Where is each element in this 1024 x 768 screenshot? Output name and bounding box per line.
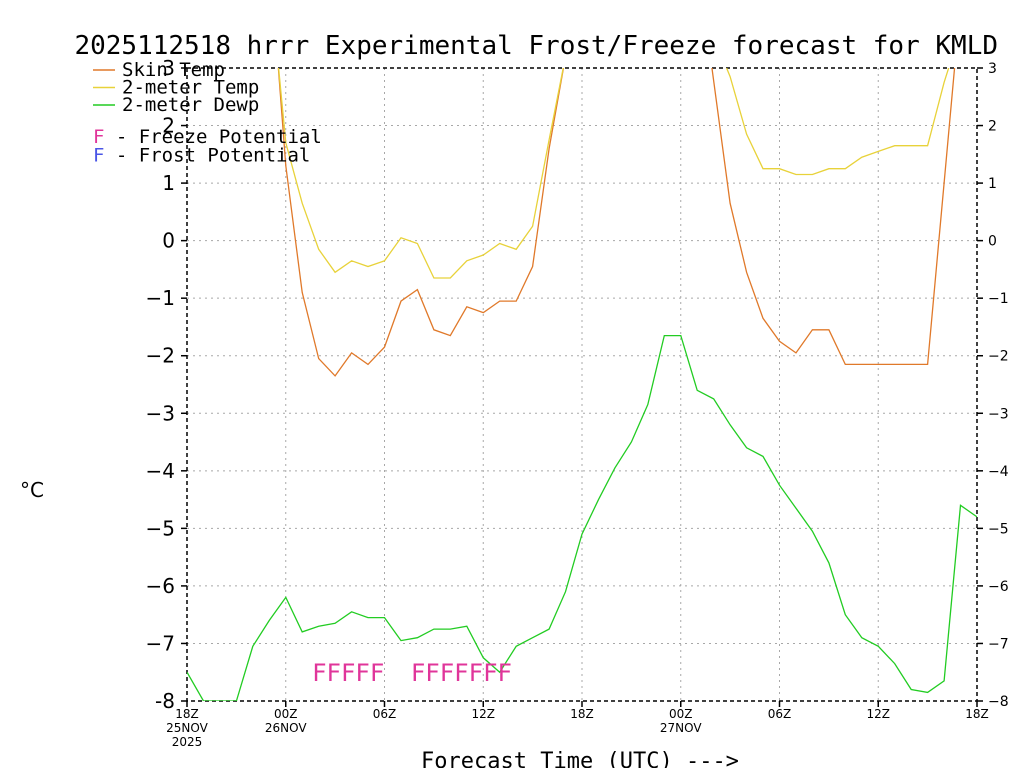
x-tick-label: 00Z <box>669 707 693 721</box>
legend-label: 2-meter Temp <box>122 77 259 99</box>
series-line-skin-temp <box>277 68 956 377</box>
potential-letter: F <box>93 145 104 167</box>
y-tick-label-right: −7 <box>988 636 1009 652</box>
series-lines <box>187 68 977 701</box>
freeze-potential-mark: FFFFFFF <box>411 659 512 687</box>
x-tick-label: 12Z <box>472 707 496 721</box>
legend-label: Skin Temp <box>122 59 225 81</box>
y-tick-label-right: −3 <box>988 406 1009 422</box>
y-tick-label-left: −4 <box>146 459 175 483</box>
x-tick-label: 00Z <box>274 707 298 721</box>
series-line-2-meter-dewp <box>187 334 977 701</box>
y-tick-label-right: −8 <box>988 694 1009 710</box>
y-tick-label-right: −1 <box>988 291 1009 307</box>
x-tick-label: 12Z <box>867 707 891 721</box>
y-tick-label-left: −5 <box>146 516 175 540</box>
y-tick-label-left: 1 <box>162 171 175 195</box>
potential-legend-item: F - Freeze Potential <box>93 126 322 148</box>
y-tick-label-right: −2 <box>988 349 1009 365</box>
potential-legend-item: F - Frost Potential <box>93 145 310 167</box>
y-tick-label-left: −3 <box>146 401 175 425</box>
plot-frame <box>186 67 978 702</box>
series-line-2-meter-temp <box>277 68 950 279</box>
x-tick-label: 18Z <box>175 707 199 721</box>
y-axis-right: −8 −7 −6 −5 −4 −3 −2 −1 0 1 2 3 <box>977 61 1009 710</box>
x-tick-label: 18Z <box>965 707 989 721</box>
y-tick-label-left: 2 <box>162 114 175 138</box>
x-axis-label: Forecast Time (UTC) ---> <box>421 749 739 768</box>
chart-title: 2025112518 hrrr Experimental Frost/Freez… <box>74 31 998 61</box>
freeze-marks: FFFFF FFFFFFF <box>312 659 512 687</box>
legend-label: 2-meter Dewp <box>122 94 259 116</box>
potential-text: - Freeze Potential <box>104 126 321 148</box>
y-axis-left: -8 −7 −6 −5 −4 −3 −2 −1 0 1 2 3 <box>146 56 187 713</box>
x-tick-label: 06Z <box>768 707 792 721</box>
y-tick-label-right: −6 <box>988 579 1009 595</box>
x-tick-label: 25NOV <box>166 721 208 735</box>
y-tick-label-left: −7 <box>146 631 175 655</box>
x-tick-label: 27NOV <box>660 721 702 735</box>
y-tick-label-left: −6 <box>146 574 175 598</box>
y-tick-label-right: 2 <box>988 119 997 135</box>
y-tick-label-right: 3 <box>988 61 997 77</box>
y-tick-label-left: −2 <box>146 344 175 368</box>
freeze-potential-mark: FFFFF <box>312 659 384 687</box>
y-tick-label-left: −1 <box>146 286 175 310</box>
x-tick-label: 2025 <box>172 735 203 749</box>
y-axis-label: °C <box>20 478 44 502</box>
potential-text: - Frost Potential <box>104 145 310 167</box>
y-tick-label-right: 1 <box>988 176 997 192</box>
y-tick-label-left: 3 <box>162 56 175 80</box>
y-tick-label-left: -8 <box>155 689 175 713</box>
y-tick-label-right: −5 <box>988 521 1009 537</box>
potential-letter: F <box>93 126 104 148</box>
y-tick-label-right: −4 <box>988 464 1009 480</box>
y-tick-label-right: 0 <box>988 234 997 250</box>
y-tick-label-left: 0 <box>162 229 175 253</box>
x-tick-label: 06Z <box>373 707 397 721</box>
x-tick-label: 26NOV <box>265 721 307 735</box>
x-tick-label: 18Z <box>570 707 594 721</box>
